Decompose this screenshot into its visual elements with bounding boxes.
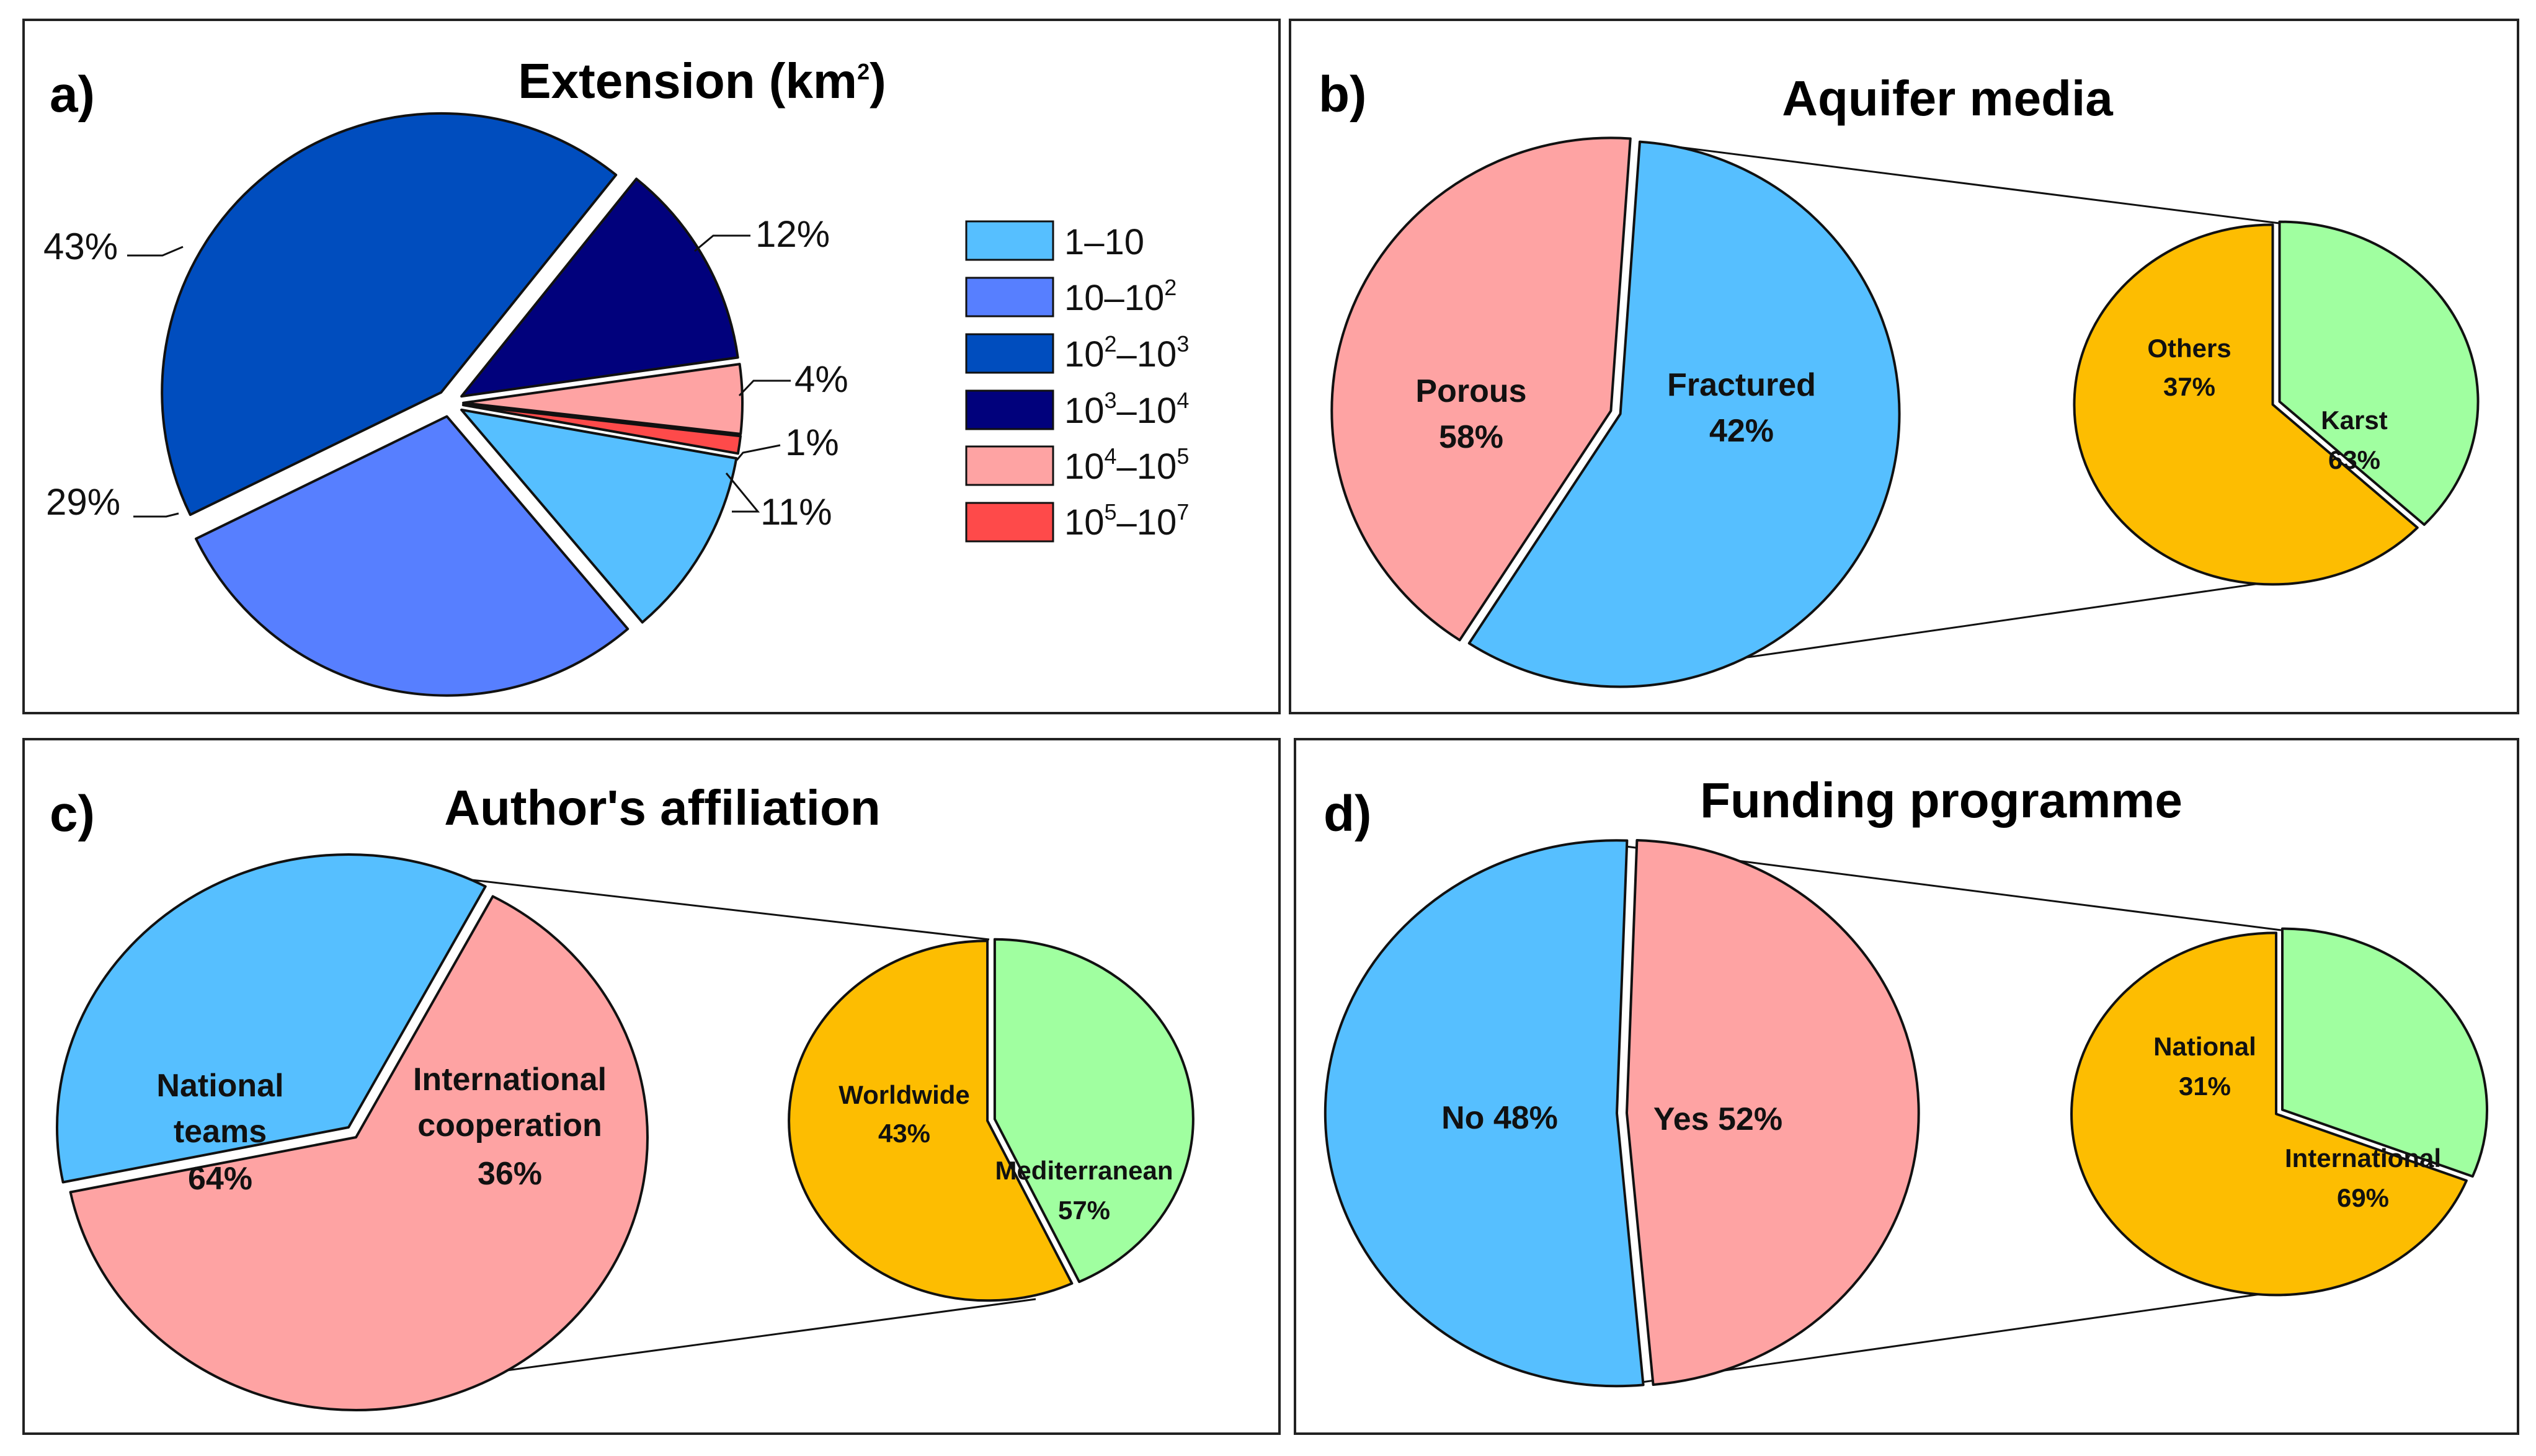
leader-4: [738, 380, 791, 397]
slice-porous: [1467, 140, 1901, 688]
panel-a-letter: a): [50, 66, 95, 123]
legend-a: 1–10 10–102 102–103 103–104 104–105 105–…: [965, 220, 1189, 543]
label-pct-43: 43%: [43, 226, 118, 267]
legend-swatch-1: [965, 220, 1054, 261]
slice-no: [1626, 839, 1920, 1386]
panel-b-letter: b): [1319, 66, 1366, 123]
label-fractured: Fractured: [1667, 367, 1816, 403]
label-pct-4: 4%: [794, 358, 848, 400]
label-porous-pct: 58%: [1439, 419, 1503, 455]
label-national-pct: 64%: [188, 1161, 252, 1197]
legend-label-3: 102–103: [1064, 331, 1189, 375]
label-fractured-pct: 42%: [1709, 413, 1774, 449]
connector-c-top: [466, 878, 990, 941]
connector-b-bottom: [1704, 579, 2286, 665]
legend-label-6: 105–107: [1064, 499, 1189, 543]
slice-10-10e2: [195, 415, 630, 697]
slice-international-funding: [2070, 931, 2468, 1297]
panel-c: c) Author's affiliation National teams 6…: [22, 738, 1281, 1435]
label-national-f: National: [2153, 1032, 2256, 1061]
leader-11: [725, 473, 760, 513]
panel-a-title: Extension (km2): [518, 53, 886, 109]
leader-43: [127, 246, 184, 257]
slice-national-teams: [69, 895, 649, 1411]
legend-label-1: 1–10: [1064, 222, 1144, 262]
legend-swatch-6: [965, 502, 1054, 543]
slice-others: [2278, 220, 2480, 526]
slice-worldwide: [993, 938, 1195, 1284]
label-national: National: [156, 1068, 283, 1104]
panel-c-title: Author's affiliation: [444, 780, 880, 835]
slice-yes: [1324, 839, 1645, 1388]
slice-1-10: [460, 408, 738, 624]
label-porous: Porous: [1415, 373, 1526, 409]
label-pct-12: 12%: [755, 213, 830, 255]
label-international-pct: 36%: [478, 1156, 542, 1192]
connector-b-top: [1653, 143, 2280, 224]
leader-1: [736, 444, 781, 461]
legend-swatch-2: [965, 277, 1054, 317]
label-international-f-pct: 69%: [2337, 1183, 2389, 1212]
slice-mediterranean: [788, 939, 1074, 1302]
label-worldwide: Worldwide: [839, 1080, 970, 1109]
slice-10e4-10e5: [462, 363, 744, 435]
label-cooperation: cooperation: [417, 1108, 602, 1143]
slice-fractured: [1330, 136, 1632, 642]
slice-10e3-10e4: [460, 177, 739, 398]
legend-label-4: 103–104: [1064, 388, 1189, 431]
legend-swatch-4: [965, 389, 1054, 430]
panel-d-title: Funding programme: [1700, 773, 2182, 828]
label-pct-1: 1%: [785, 422, 839, 463]
label-yes: Yes 52%: [1653, 1101, 1782, 1137]
slice-10e5-10e7: [461, 404, 742, 455]
label-teams: teams: [174, 1114, 267, 1150]
leader-29: [133, 512, 179, 518]
leader-12: [694, 234, 750, 252]
legend-swatch-5: [965, 445, 1054, 486]
legend-label-5: 104–105: [1064, 443, 1189, 487]
panel-b-title: Aquifer media: [1782, 71, 2113, 126]
panel-d-letter: d): [1324, 786, 1371, 842]
label-no: No 48%: [1441, 1100, 1558, 1136]
label-pct-29: 29%: [46, 481, 120, 523]
label-others: Others: [2147, 334, 2231, 363]
slice-national-funding: [2281, 927, 2488, 1178]
label-others-pct: 37%: [2163, 372, 2215, 401]
label-national-f-pct: 31%: [2179, 1072, 2231, 1101]
panel-c-letter: c): [50, 786, 95, 842]
label-karst-pct: 63%: [2328, 445, 2380, 474]
pie-a: [161, 112, 744, 697]
label-pct-11: 11%: [760, 491, 832, 533]
label-karst: Karst: [2321, 406, 2387, 435]
connector-c-bottom: [483, 1298, 1036, 1375]
label-international-f: International: [2285, 1143, 2441, 1173]
legend-label-2: 10–102: [1064, 275, 1177, 318]
panel-d: d) Funding programme No 48% Yes 52% Nati…: [1294, 738, 2519, 1435]
legend-swatch-3: [965, 333, 1054, 374]
label-mediterranean-pct: 57%: [1058, 1196, 1110, 1225]
panel-a: a) Extension (km2) 11% 29% 43% 12% 4% 1%…: [22, 19, 1281, 714]
panel-b: b) Aquifer media Porous 58% Fractured 42…: [1289, 19, 2519, 714]
slice-karst: [2073, 223, 2419, 586]
label-international: International: [413, 1062, 607, 1098]
slice-international-cooperation: [56, 853, 487, 1184]
label-worldwide-pct: 43%: [878, 1119, 930, 1148]
slice-10e2-10e3: [161, 112, 618, 517]
label-mediterranean: Mediterranean: [995, 1156, 1173, 1185]
